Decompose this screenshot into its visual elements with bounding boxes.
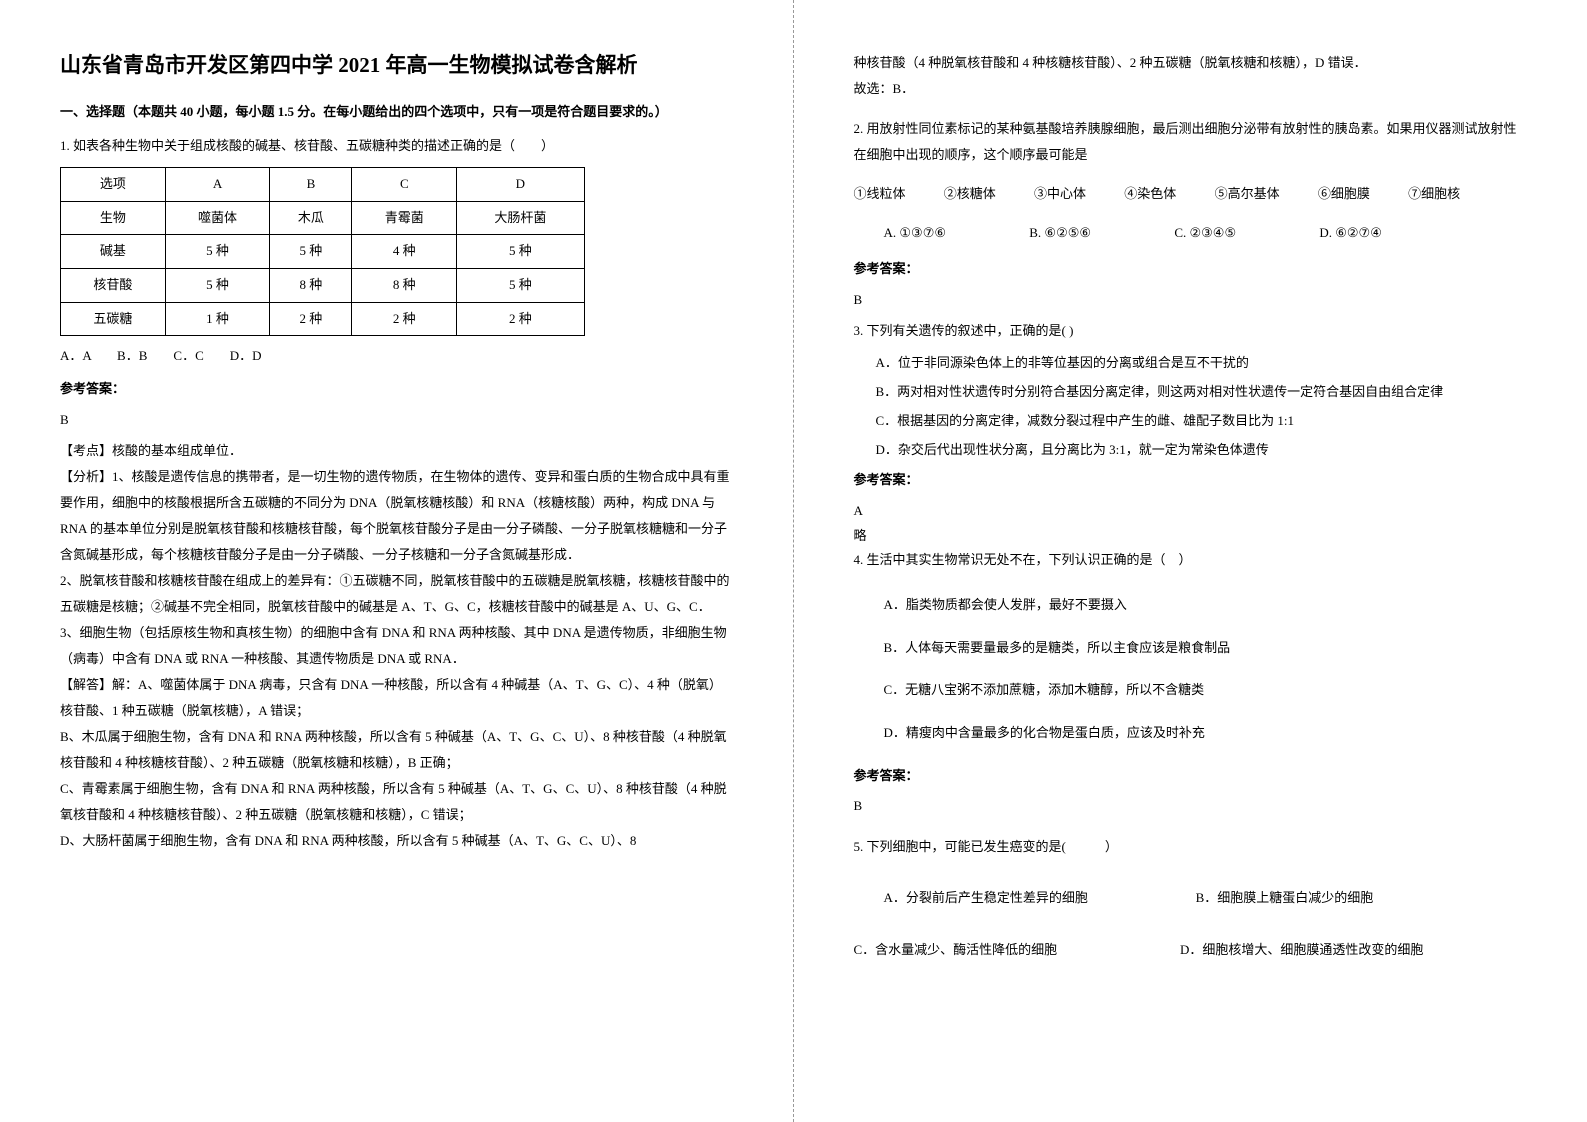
table-cell: 五碳糖 (61, 302, 166, 336)
q5-b: B．细胞膜上糖蛋白减少的细胞 (1196, 886, 1505, 911)
table-cell: 5 种 (165, 235, 270, 269)
table-cell: 生物 (61, 201, 166, 235)
table-cell: 5 种 (270, 235, 352, 269)
answer-label: 参考答案： (60, 377, 733, 402)
q2-d: D. ⑥②⑦④ (1319, 221, 1382, 246)
table-cell: 5 种 (457, 235, 584, 269)
opt-3: ③中心体 (1034, 182, 1086, 207)
q2-text: 2. 用放射性同位素标记的某种氨基酸培养胰腺细胞，最后测出细胞分泌带有放射性的胰… (854, 116, 1528, 168)
opt-6: ⑥细胞膜 (1318, 182, 1370, 207)
opt-2: ②核糖体 (944, 182, 996, 207)
table-header: B (270, 167, 352, 201)
q5-d: D．细胞核增大、细胞膜通透性改变的细胞 (1180, 938, 1503, 963)
exam-title: 山东省青岛市开发区第四中学 2021 年高一生物模拟试卷含解析 (60, 50, 733, 82)
col2-continuation: 种核苷酸（4 种脱氧核苷酸和 4 种核糖核苷酸）、2 种五碳糖（脱氧核糖和核糖）… (854, 50, 1528, 76)
q2-b: B. ⑥②⑤⑥ (1029, 221, 1091, 246)
q2-abcd: A. ①③⑦⑥ B. ⑥②⑤⑥ C. ②③④⑤ D. ⑥②⑦④ (854, 221, 1528, 246)
q2-numbered-options: ①线粒体 ②核糖体 ③中心体 ④染色体 ⑤高尔基体 ⑥细胞膜 ⑦细胞核 (854, 182, 1528, 207)
jieda-c: C、青霉素属于细胞生物，含有 DNA 和 RNA 两种核酸，所以含有 5 种碱基… (60, 776, 733, 828)
table-cell: 青霉菌 (352, 201, 457, 235)
q5-row2: C．含水量减少、酶活性降低的细胞 D．细胞核增大、细胞膜通透性改变的细胞 (854, 938, 1528, 963)
table-cell: 核苷酸 (61, 269, 166, 303)
table-cell: 8 种 (270, 269, 352, 303)
opt-1: ①线粒体 (854, 182, 906, 207)
guxuan: 故选：B． (854, 76, 1528, 102)
table-cell: 2 种 (352, 302, 457, 336)
fenxi2: 2、脱氧核苷酸和核糖核苷酸在组成上的差异有：①五碳糖不同，脱氧核苷酸中的五碳糖是… (60, 568, 733, 620)
table-cell: 5 种 (165, 269, 270, 303)
q2-c: C. ②③④⑤ (1174, 221, 1236, 246)
jieda: 【解答】解：A、噬菌体属于 DNA 病毒，只含有 DNA 一种核酸，所以含有 4… (60, 672, 733, 724)
table-cell: 4 种 (352, 235, 457, 269)
table-cell: 大肠杆菌 (457, 201, 584, 235)
table-cell: 2 种 (270, 302, 352, 336)
q4-text: 4. 生活中其实生物常识无处不在，下列认识正确的是（ ） (854, 548, 1528, 573)
q1-options: A．A B．B C．C D．D (60, 344, 733, 369)
q2-answer: B (854, 288, 1528, 313)
q5-row1: A．分裂前后产生稳定性差异的细胞 B．细胞膜上糖蛋白减少的细胞 (854, 886, 1528, 911)
q4-d: D．精瘦肉中含量最多的化合物是蛋白质，应该及时补充 (854, 721, 1528, 746)
q5-c: C．含水量减少、酶活性降低的细胞 (854, 938, 1177, 963)
table-header: A (165, 167, 270, 201)
table-header: 选项 (61, 167, 166, 201)
opt-4: ④染色体 (1124, 182, 1176, 207)
table-cell: 噬菌体 (165, 201, 270, 235)
table-header: C (352, 167, 457, 201)
q4-b: B．人体每天需要量最多的是糖类，所以主食应该是粮食制品 (854, 636, 1528, 661)
q3-lue: 略 (854, 524, 1528, 549)
table-cell: 2 种 (457, 302, 584, 336)
table-cell: 碱基 (61, 235, 166, 269)
table-cell: 1 种 (165, 302, 270, 336)
answer-label: 参考答案： (854, 257, 1528, 282)
kaodian: 【考点】核酸的基本组成单位． (60, 438, 733, 464)
opt-7: ⑦细胞核 (1408, 182, 1460, 207)
table-cell: 木瓜 (270, 201, 352, 235)
q1-text: 1. 如表各种生物中关于组成核酸的碱基、核苷酸、五碳糖种类的描述正确的是（ ） (60, 134, 733, 159)
q3-d: D．杂交后代出现性状分离，且分离比为 3:1，就一定为常染色体遗传 (854, 438, 1528, 463)
q5-text: 5. 下列细胞中，可能已发生癌变的是( ） (854, 835, 1528, 860)
answer-label: 参考答案： (854, 468, 1528, 493)
jieda-b: B、木瓜属于细胞生物，含有 DNA 和 RNA 两种核酸，所以含有 5 种碱基（… (60, 724, 733, 776)
q3-text: 3. 下列有关遗传的叙述中，正确的是( ) (854, 319, 1528, 344)
answer-label: 参考答案： (854, 764, 1528, 789)
q2-a: A. ①③⑦⑥ (884, 221, 947, 246)
table-cell: 5 种 (457, 269, 584, 303)
q4-a: A．脂类物质都会使人发胖，最好不要摄入 (854, 593, 1528, 618)
q3-b: B．两对相对性状遗传时分别符合基因分离定律，则这两对相对性状遗传一定符合基因自由… (854, 380, 1528, 405)
q3-c: C．根据基因的分离定律，减数分裂过程中产生的雌、雄配子数目比为 1:1 (854, 409, 1528, 434)
opt-5: ⑤高尔基体 (1215, 182, 1280, 207)
q3-a: A．位于非同源染色体上的非等位基因的分离或组合是互不干扰的 (854, 351, 1528, 376)
q4-c: C．无糖八宝粥不添加蔗糖，添加木糖醇，所以不含糖类 (854, 678, 1528, 703)
q1-answer: B (60, 408, 733, 433)
jieda-d: D、大肠杆菌属于细胞生物，含有 DNA 和 RNA 两种核酸，所以含有 5 种碱… (60, 828, 733, 854)
q4-answer: B (854, 794, 1528, 819)
q3-answer: A (854, 499, 1528, 524)
q1-table: 选项 A B C D 生物 噬菌体 木瓜 青霉菌 大肠杆菌 碱基 5 种 5 种… (60, 167, 585, 336)
section-header: 一、选择题（本题共 40 小题，每小题 1.5 分。在每小题给出的四个选项中，只… (60, 102, 733, 123)
fenxi: 【分析】1、核酸是遗传信息的携带者，是一切生物的遗传物质，在生物体的遗传、变异和… (60, 464, 733, 568)
table-cell: 8 种 (352, 269, 457, 303)
q5-a: A．分裂前后产生稳定性差异的细胞 (884, 886, 1193, 911)
fenxi3: 3、细胞生物（包括原核生物和真核生物）的细胞中含有 DNA 和 RNA 两种核酸… (60, 620, 733, 672)
table-header: D (457, 167, 584, 201)
